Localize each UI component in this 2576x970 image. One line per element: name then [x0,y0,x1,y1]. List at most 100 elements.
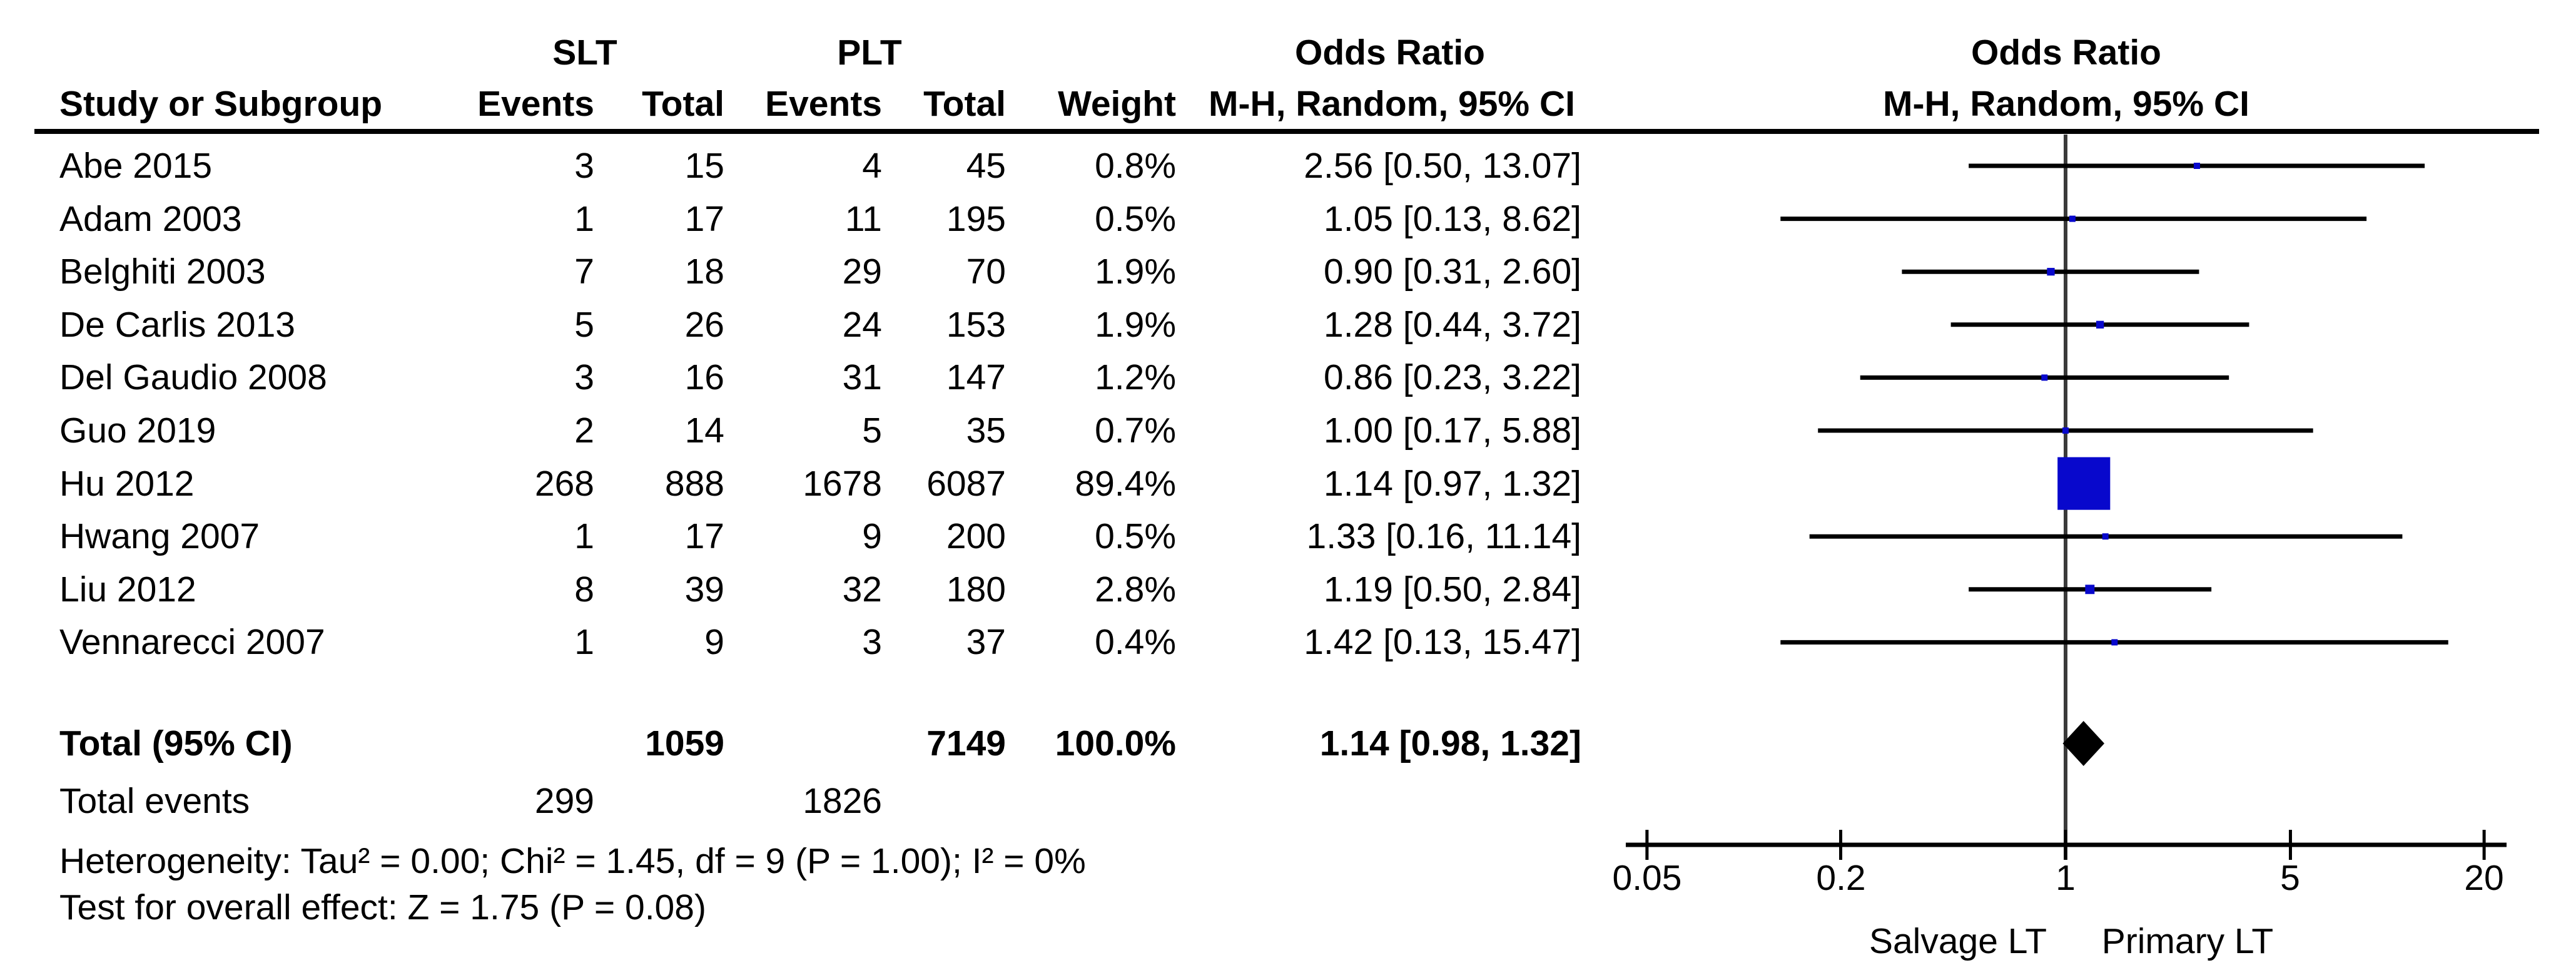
weight-cell: 0.5% [1095,516,1176,556]
total-row-label: Total (95% CI) [59,723,293,763]
heterogeneity-stats: Heterogeneity: Tau² = 0.00; Chi² = 1.45,… [59,841,1086,881]
or-ci-cell: 1.05 [0.13, 8.62] [1324,199,1581,239]
header-slt-events: Events [477,84,594,124]
slt-total-cell: 17 [684,199,724,239]
slt-events-cell: 268 [534,464,594,504]
weight-cell: 0.7% [1095,411,1176,451]
study-name: Vennarecci 2007 [59,622,325,662]
slt-events-cell: 7 [574,252,594,292]
effect-marker [2062,427,2069,434]
or-ci-cell: 1.33 [0.16, 11.14] [1306,516,1581,556]
weight-cell: 2.8% [1095,569,1176,610]
study-name: Hwang 2007 [59,516,260,556]
x-axis-label-left: Salvage LT [1869,921,2047,961]
x-axis-tick-label: 1 [2056,858,2076,898]
slt-events-cell: 2 [574,411,594,451]
slt-total-cell: 888 [664,464,724,504]
header-plt-events: Events [765,84,882,124]
header-rule [34,129,2539,134]
x-axis-tick-label: 0.05 [1612,858,1682,898]
total-plt-total: 7149 [926,723,1006,763]
plt-total-cell: 6087 [926,464,1006,504]
plt-total-cell: 45 [966,146,1006,186]
summary-diamond [2062,721,2105,766]
header-group-slt: SLT [552,33,617,73]
plt-total-cell: 200 [946,516,1006,556]
study-name: Adam 2003 [59,199,242,239]
plt-total-cell: 147 [946,357,1006,397]
plt-total-cell: 153 [946,305,1006,345]
weight-cell: 0.4% [1095,622,1176,662]
slt-events-cell: 1 [574,622,594,662]
x-axis-tick-label: 20 [2464,858,2504,898]
slt-total-cell: 17 [684,516,724,556]
plt-total-cell: 35 [966,411,1006,451]
effect-marker [2193,163,2200,169]
header-or-title: Odds Ratio [1294,33,1485,73]
x-axis-tick-label: 0.2 [1816,858,1866,898]
weight-cell: 1.2% [1095,357,1176,397]
study-name: De Carlis 2013 [59,305,296,345]
slt-events-cell: 3 [574,146,594,186]
slt-total-cell: 26 [684,305,724,345]
plt-events-cell: 24 [842,305,882,345]
plt-events-cell: 32 [842,569,882,610]
plt-total-cell: 37 [966,622,1006,662]
plt-events-cell: 4 [862,146,882,186]
slt-events-cell: 1 [574,199,594,239]
header-study-col: Study or Subgroup [59,84,383,124]
plt-events-cell: 1678 [803,464,882,504]
overall-effect-test: Test for overall effect: Z = 1.75 (P = 0… [59,887,706,927]
effect-marker [2096,320,2104,329]
or-ci-cell: 1.28 [0.44, 3.72] [1324,305,1581,345]
slt-events-cell: 8 [574,569,594,610]
or-ci-cell: 1.42 [0.13, 15.47] [1304,622,1581,662]
effect-marker [2057,457,2111,510]
slt-total-cell: 39 [684,569,724,610]
weight-cell: 0.5% [1095,199,1176,239]
total-or-ci: 1.14 [0.98, 1.32] [1319,723,1581,763]
plt-events-cell: 9 [862,516,882,556]
slt-total-cell: 14 [684,411,724,451]
total-weight: 100.0% [1055,723,1176,763]
weight-cell: 1.9% [1095,252,1176,292]
header-plt-total: Total [923,84,1006,124]
total-events-label: Total events [59,781,250,821]
header-or-subtitle: M-H, Random, 95% CI [1209,84,1575,124]
plt-events-cell: 29 [842,252,882,292]
effect-marker [2102,533,2109,540]
effect-marker [2047,268,2055,276]
study-name: Guo 2019 [59,411,216,451]
header-weight: Weight [1058,84,1176,124]
weight-cell: 0.8% [1095,146,1176,186]
or-ci-cell: 0.86 [0.23, 3.22] [1324,357,1581,397]
plt-events-cell: 3 [862,622,882,662]
header-group-plt: PLT [837,33,902,73]
or-ci-cell: 1.14 [0.97, 1.32] [1324,464,1581,504]
weight-cell: 89.4% [1075,464,1176,504]
effect-marker [2085,585,2095,595]
study-name: Del Gaudio 2008 [59,357,327,397]
weight-cell: 1.9% [1095,305,1176,345]
total-slt-total: 1059 [645,723,724,763]
effect-marker [2041,374,2048,381]
slt-events-cell: 1 [574,516,594,556]
or-ci-cell: 0.90 [0.31, 2.60] [1324,252,1581,292]
plot-or-title: Odds Ratio [1970,33,2161,73]
plt-events-cell: 5 [862,411,882,451]
study-name: Liu 2012 [59,569,196,610]
plt-total-cell: 70 [966,252,1006,292]
plt-total-cell: 195 [946,199,1006,239]
plt-events-cell: 11 [844,199,882,239]
effect-marker [2111,639,2118,646]
slt-events-cell: 3 [574,357,594,397]
effect-marker [2069,215,2076,222]
x-axis-label-right: Primary LT [2101,921,2274,961]
slt-events-cell: 5 [574,305,594,345]
header-slt-total: Total [642,84,724,124]
or-ci-cell: 1.19 [0.50, 2.84] [1324,569,1581,610]
slt-total-cell: 9 [704,622,724,662]
plt-total-cell: 180 [946,569,1006,610]
slt-total-cell: 18 [684,252,724,292]
